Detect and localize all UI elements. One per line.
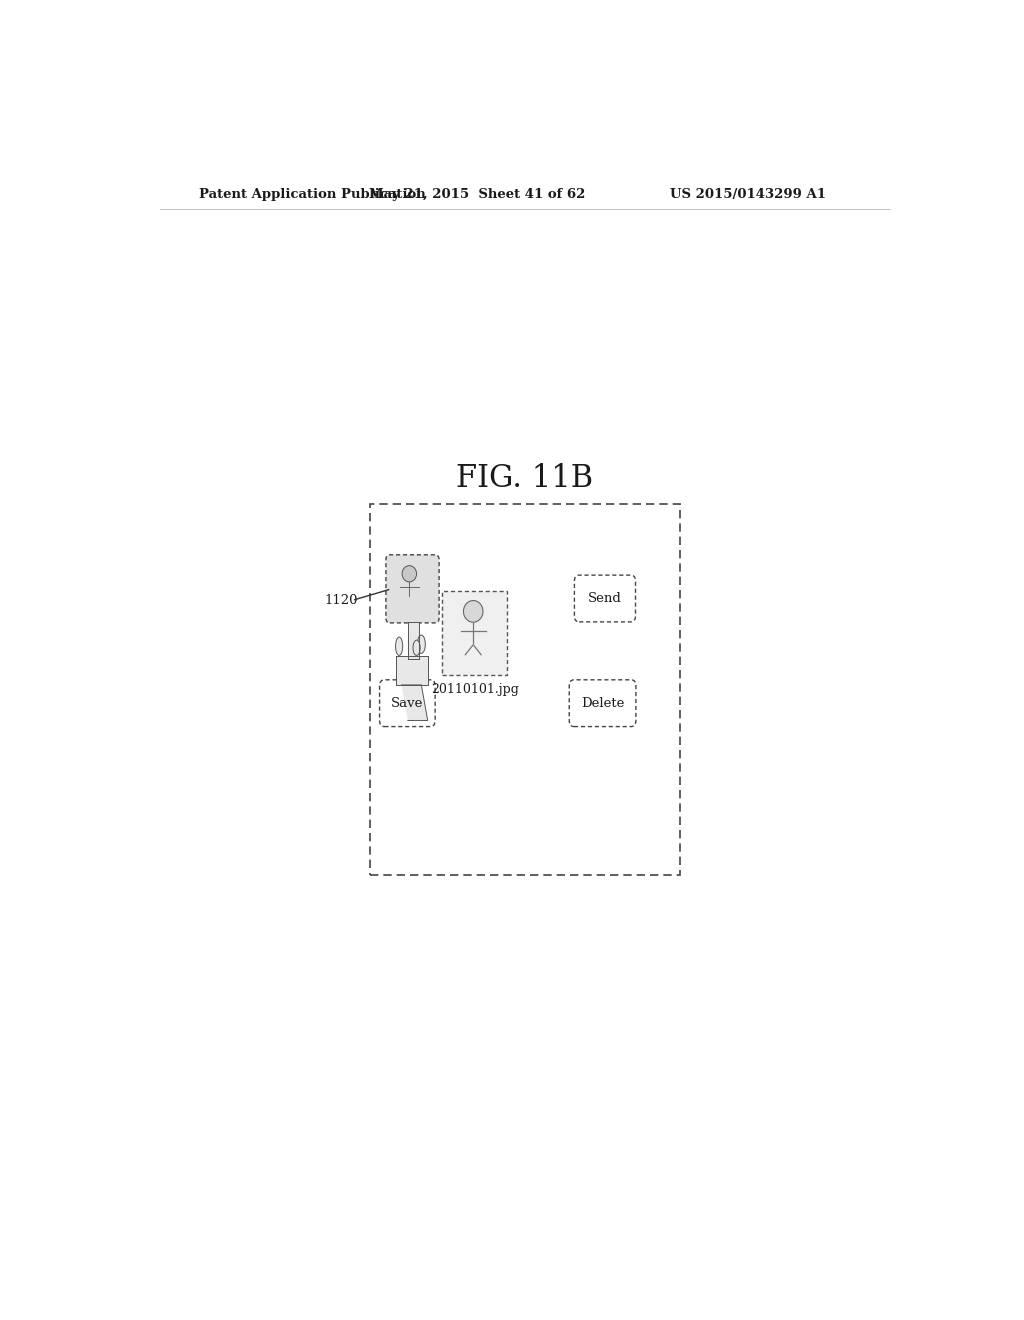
Polygon shape xyxy=(396,656,428,685)
Polygon shape xyxy=(401,685,428,721)
Ellipse shape xyxy=(395,638,402,656)
FancyBboxPatch shape xyxy=(380,680,435,726)
FancyBboxPatch shape xyxy=(569,680,636,726)
Text: Send: Send xyxy=(588,591,622,605)
Text: US 2015/0143299 A1: US 2015/0143299 A1 xyxy=(671,189,826,202)
Ellipse shape xyxy=(464,601,483,622)
FancyBboxPatch shape xyxy=(386,554,439,623)
Text: FIG. 11B: FIG. 11B xyxy=(457,463,593,494)
FancyBboxPatch shape xyxy=(574,576,636,622)
FancyBboxPatch shape xyxy=(442,591,507,675)
Ellipse shape xyxy=(418,635,425,653)
Text: May 21, 2015  Sheet 41 of 62: May 21, 2015 Sheet 41 of 62 xyxy=(369,189,586,202)
Ellipse shape xyxy=(402,566,417,582)
Text: Save: Save xyxy=(391,697,424,710)
Text: Delete: Delete xyxy=(581,697,625,710)
Text: Patent Application Publication: Patent Application Publication xyxy=(200,189,426,202)
Polygon shape xyxy=(408,622,419,660)
Text: 20110101.jpg: 20110101.jpg xyxy=(431,684,519,697)
Bar xyxy=(370,504,680,875)
Text: 1120: 1120 xyxy=(325,594,358,607)
Ellipse shape xyxy=(413,640,420,656)
